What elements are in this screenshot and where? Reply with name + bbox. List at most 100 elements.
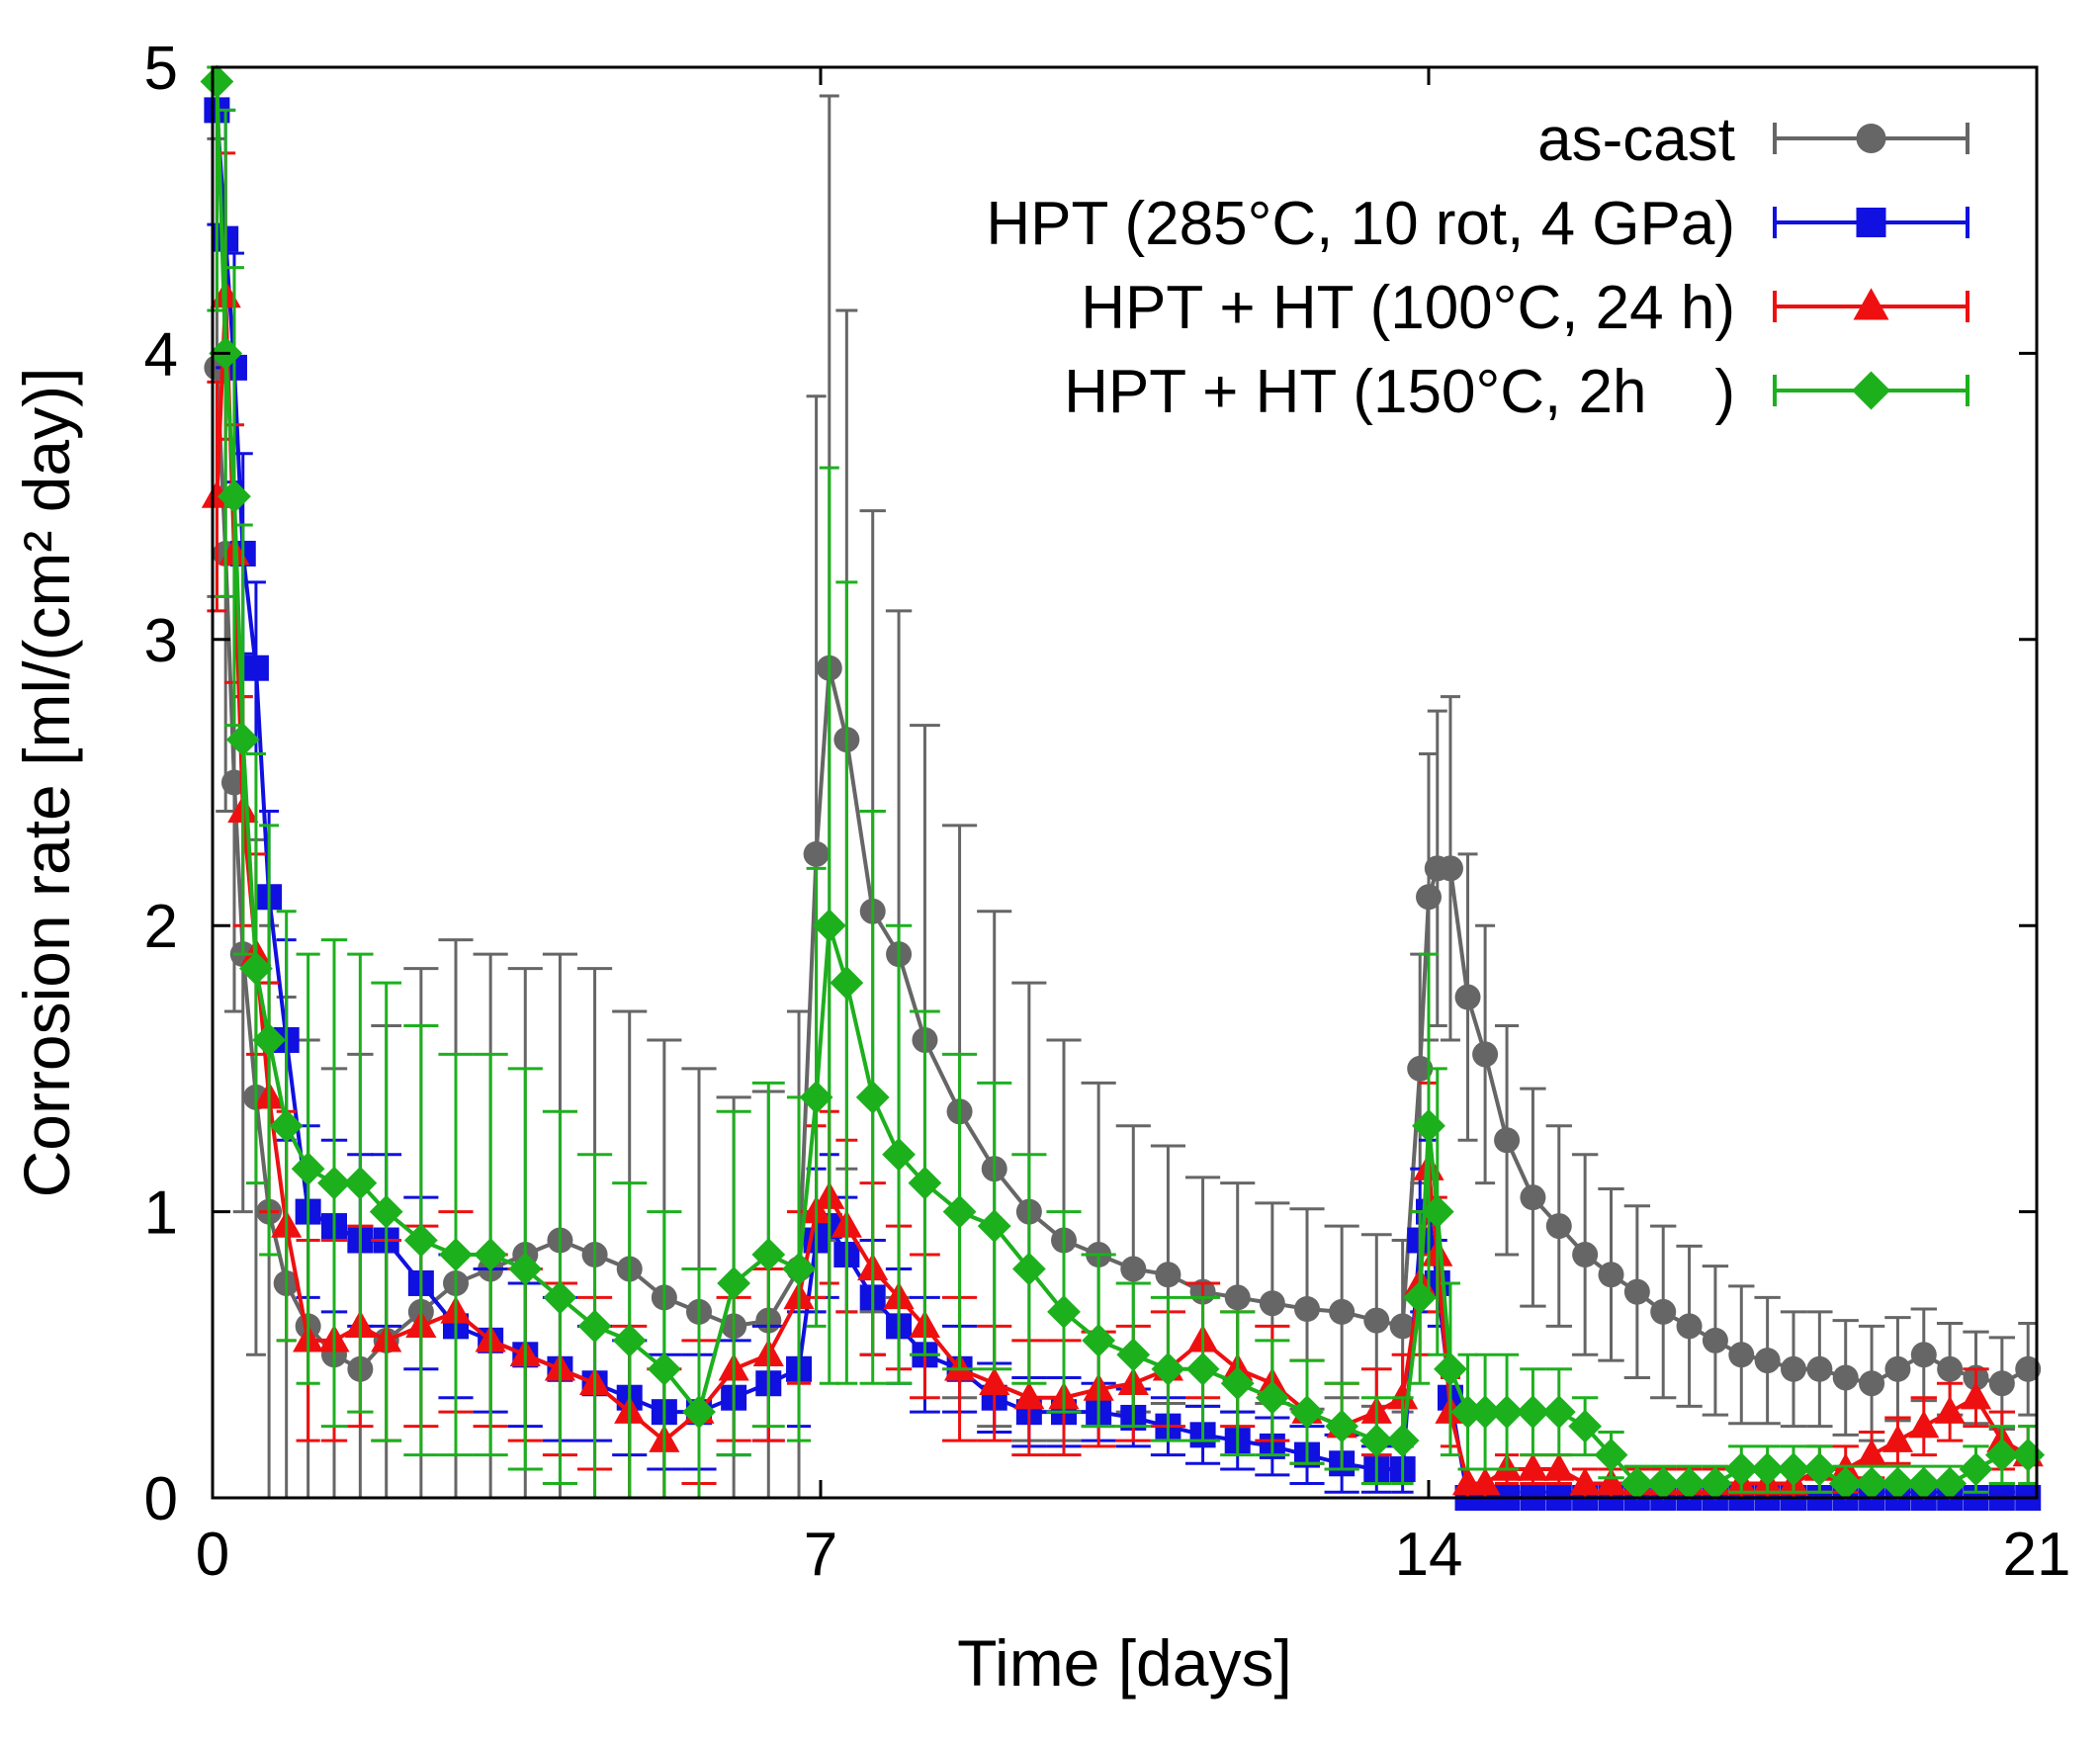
data-point: [855, 1080, 890, 1114]
data-point: [291, 1152, 325, 1186]
y-tick-label: 4: [144, 320, 178, 389]
legend-item: as-cast: [1537, 106, 1969, 174]
data-point: [782, 1252, 816, 1286]
data-point: [1855, 1466, 1888, 1501]
y-axis-title: Corrosion rate [ml/(cm² day)]: [10, 368, 83, 1198]
data-point: [1290, 1395, 1324, 1430]
data-point: [1151, 1352, 1185, 1386]
data-point: [1255, 1380, 1289, 1415]
data-point: [1594, 1438, 1628, 1472]
data-point: [803, 840, 830, 867]
x-tick-label: 7: [804, 1521, 837, 1589]
data-point: [1389, 1313, 1416, 1340]
data-point: [1437, 855, 1463, 882]
data-point: [1572, 1242, 1599, 1268]
data-point: [1385, 1424, 1420, 1458]
data-point: [1569, 1467, 1601, 1496]
data-point: [1933, 1466, 1968, 1501]
data-point: [1412, 1108, 1445, 1143]
data-point: [1828, 1466, 1863, 1501]
legend-marker: [1852, 371, 1890, 410]
data-point: [1185, 1352, 1220, 1386]
data-point: [1047, 1294, 1081, 1329]
data-point: [799, 1080, 833, 1114]
data-point: [1906, 1466, 1941, 1501]
data-point: [543, 1280, 577, 1315]
data-point: [1220, 1366, 1255, 1401]
data-point: [1910, 1342, 1937, 1368]
y-tick-label: 1: [144, 1179, 178, 1248]
data-point: [1490, 1395, 1524, 1430]
data-point: [942, 1194, 977, 1229]
data-point: [1259, 1290, 1285, 1317]
data-point: [1676, 1313, 1703, 1340]
data-point: [1403, 1280, 1438, 1315]
y-tick-label: 2: [144, 893, 178, 961]
data-point: [647, 1352, 681, 1386]
data-point: [1802, 1452, 1837, 1486]
y-tick-label: 3: [144, 607, 178, 675]
data-point: [1011, 1252, 1046, 1286]
legend-item: HPT (285°C, 10 rot, 4 GPa): [986, 190, 1969, 258]
series-line: [215, 81, 2029, 1486]
legend-item: HPT + HT (150°C, 2h ): [1064, 358, 1969, 426]
legend-label: as-cast: [1537, 106, 1735, 174]
data-point: [474, 1238, 508, 1271]
data-point: [1777, 1452, 1810, 1486]
data-point: [1881, 1424, 1914, 1452]
legend-marker: [1856, 124, 1886, 153]
data-point: [1699, 1466, 1732, 1501]
data-point: [1155, 1262, 1181, 1288]
data-point: [1494, 1127, 1521, 1154]
data-point: [1363, 1307, 1390, 1334]
data-point: [812, 909, 846, 943]
data-point: [1541, 1395, 1576, 1430]
data-point: [317, 1166, 351, 1200]
data-point: [252, 1023, 287, 1057]
data-point: [269, 1108, 304, 1143]
data-point: [218, 480, 251, 513]
data-point: [1754, 1348, 1781, 1374]
data-point: [1884, 1355, 1911, 1382]
data-point: [1646, 1466, 1681, 1501]
data-point: [225, 723, 260, 756]
axis-ticks: [211, 65, 2039, 1500]
y-tick-label: 0: [144, 1465, 178, 1533]
data-point: [1416, 884, 1442, 911]
data-point: [2011, 1438, 2046, 1472]
data-point: [1724, 1452, 1759, 1486]
data-point: [1294, 1295, 1320, 1322]
data-point: [830, 966, 864, 1000]
data-point: [1959, 1452, 1993, 1486]
data-point: [1934, 1395, 1966, 1424]
data-point: [1013, 1381, 1045, 1410]
data-point: [1545, 1213, 1572, 1240]
data-point: [1568, 1409, 1603, 1443]
data-point: [2015, 1355, 2042, 1382]
data-point: [1450, 1395, 1485, 1430]
data-point: [682, 1395, 716, 1430]
data-point: [508, 1252, 543, 1286]
series-line: [215, 296, 2030, 1486]
data-point: [882, 1137, 916, 1172]
data-point: [1832, 1364, 1859, 1391]
legend: as-cast HPT (285°C, 10 rot, 4 GPa) HPT + H…: [986, 106, 1969, 426]
legend-marker: [1853, 288, 1889, 320]
legend-label: HPT + HT (150°C, 2h ): [1064, 358, 1735, 426]
data-point: [1750, 1452, 1785, 1486]
data-point: [200, 64, 234, 99]
legend-label: HPT (285°C, 10 rot, 4 GPa): [986, 190, 1735, 258]
series-line: [215, 367, 2030, 1386]
data-point: [239, 951, 273, 986]
legend-label: HPT + HT (100°C, 24 h): [1081, 274, 1735, 342]
data-point: [979, 1366, 1010, 1395]
data-point: [1984, 1438, 2019, 1472]
data-point: [1623, 1278, 1650, 1305]
data-point: [369, 1194, 403, 1229]
data-point: [439, 1238, 473, 1271]
x-tick-label: 14: [1395, 1521, 1463, 1589]
data-point: [751, 1238, 786, 1271]
data-point: [1359, 1424, 1394, 1458]
